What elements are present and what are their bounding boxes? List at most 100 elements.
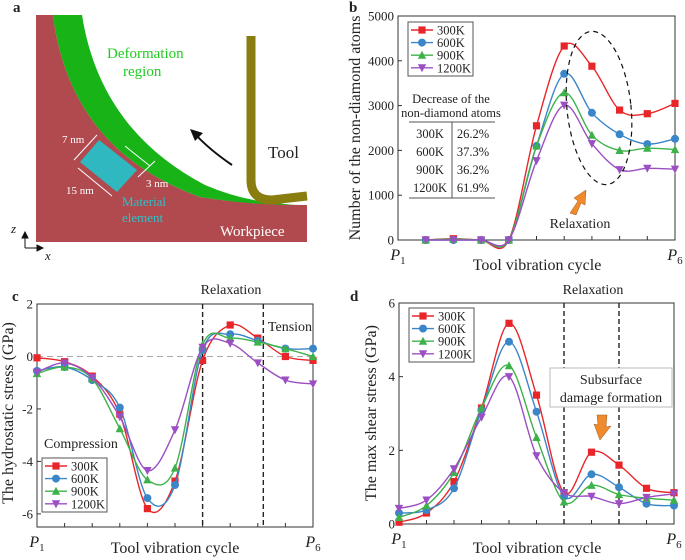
legend-marker-1200K <box>417 64 427 73</box>
data-point-300K <box>642 484 651 492</box>
dim-15nm: 15 nm <box>66 185 94 197</box>
table-cell-temperature: 600K <box>416 145 444 159</box>
data-point-1200K <box>226 339 235 348</box>
data-point-1200K <box>422 496 431 505</box>
data-point-600K <box>560 69 569 78</box>
orange-arrow-up-icon <box>569 189 587 216</box>
data-point-300K <box>588 62 596 70</box>
data-point-600K <box>587 470 596 479</box>
data-point-300K <box>560 42 568 50</box>
data-point-600K <box>505 337 513 346</box>
data-point-1200K <box>170 426 180 435</box>
legend-label-300K: 300K <box>437 24 465 38</box>
table-cell-decrease: 36.2% <box>457 163 489 177</box>
data-point-1200K <box>143 467 152 475</box>
data-point-1200K <box>115 413 124 422</box>
workpiece-label: Workpiece <box>220 224 285 240</box>
y-tick-label: -4 <box>22 454 33 469</box>
data-point-600K <box>615 483 623 492</box>
table-title-1: Decrease of the <box>412 92 490 106</box>
workpiece-region <box>36 15 307 242</box>
legend-label-300K: 300K <box>71 460 99 474</box>
data-point-900K <box>477 403 486 412</box>
series-line-900K <box>36 332 314 486</box>
data-point-1200K <box>559 489 569 498</box>
data-point-1200K <box>532 157 541 166</box>
data-point-900K <box>115 424 124 433</box>
data-point-900K <box>170 463 180 472</box>
legend-marker-900K <box>418 336 428 345</box>
data-point-300K <box>33 354 41 362</box>
data-point-1200K <box>504 236 513 245</box>
data-point-1200K <box>60 359 69 368</box>
data-point-300K <box>616 106 624 114</box>
data-point-900K <box>281 344 290 353</box>
y-tick-label: 4000 <box>368 53 394 68</box>
y-tick-label: 0 <box>27 349 34 364</box>
y-tick-label: 0 <box>388 233 395 248</box>
relaxation-label-d: Relaxation <box>563 283 624 298</box>
data-point-300K <box>643 110 651 118</box>
data-point-1200K <box>614 500 624 509</box>
data-point-300K <box>671 99 679 107</box>
data-point-900K <box>532 141 541 150</box>
chart-d: 0 2 4 6 P1 P6 Tool vibration cycle The max shea… <box>363 296 682 558</box>
legend-label-1200K: 1200K <box>438 347 472 361</box>
legend-label-1200K: 1200K <box>71 497 105 511</box>
deformation-region <box>53 15 295 205</box>
x-tick-label: P6 <box>665 531 682 551</box>
data-point-1200K <box>253 359 262 368</box>
data-point-900K <box>532 433 541 441</box>
legend-label-1200K: 1200K <box>437 61 471 75</box>
data-point-1200K <box>421 236 430 245</box>
x-tick-label: P6 <box>666 247 683 267</box>
decrease-table: Decrease of the non-diamond atoms 300K 26… <box>401 92 501 199</box>
legend-marker-900K <box>51 486 61 495</box>
data-point-1200K <box>198 343 207 352</box>
table-cell-temperature: 1200K <box>413 181 447 195</box>
data-point-1200K <box>560 101 569 110</box>
table-cell-temperature: 300K <box>416 127 444 141</box>
table-cell-decrease: 26.2% <box>457 127 489 141</box>
motion-arrow <box>195 134 233 166</box>
legend-marker-600K <box>418 38 426 47</box>
relaxation-label-c: Relaxation <box>201 283 262 298</box>
data-point-900K <box>394 513 404 521</box>
data-point-300K <box>615 461 623 469</box>
damage-box-line-1: Subsurface <box>580 373 642 388</box>
data-point-900K <box>614 490 624 499</box>
y-tick-label: 2 <box>27 297 34 312</box>
y-tick-label: 2 <box>389 443 396 458</box>
y-tick-label: 3000 <box>368 98 394 113</box>
data-point-300K <box>199 356 207 364</box>
orange-arrow-down-icon <box>593 414 612 441</box>
data-point-600K <box>115 403 124 412</box>
data-point-1200K <box>669 490 679 499</box>
legend-label-900K: 900K <box>438 335 466 349</box>
y-tick-label: 2000 <box>368 143 394 158</box>
legend-marker-900K <box>417 50 427 59</box>
data-point-600K <box>171 481 179 489</box>
data-point-900K <box>587 480 596 489</box>
y-tick-label: -6 <box>22 506 33 521</box>
legend-label-600K: 600K <box>438 322 466 336</box>
chart-c: -6 -4 -2 0 2 P1 P6 Tool vibration cycle The hydr… <box>0 297 321 558</box>
data-point-1200K <box>587 492 596 501</box>
data-point-300K <box>450 478 458 486</box>
data-point-1200K <box>615 166 624 175</box>
damage-annotation-box <box>549 367 673 408</box>
series-line-1200K <box>425 104 676 247</box>
legend-marker-600K <box>52 474 60 483</box>
dim-7nm: 7 nm <box>62 134 85 146</box>
table-cell-decrease: 37.3% <box>457 145 489 159</box>
dimension-lines <box>73 134 156 197</box>
axis-indicator <box>21 230 45 252</box>
data-point-1200K <box>308 380 318 389</box>
data-point-900K <box>560 88 569 97</box>
data-point-300K <box>395 518 403 526</box>
tool <box>246 36 308 205</box>
y-tick-label: 5000 <box>368 9 394 24</box>
data-point-300K <box>587 448 596 456</box>
